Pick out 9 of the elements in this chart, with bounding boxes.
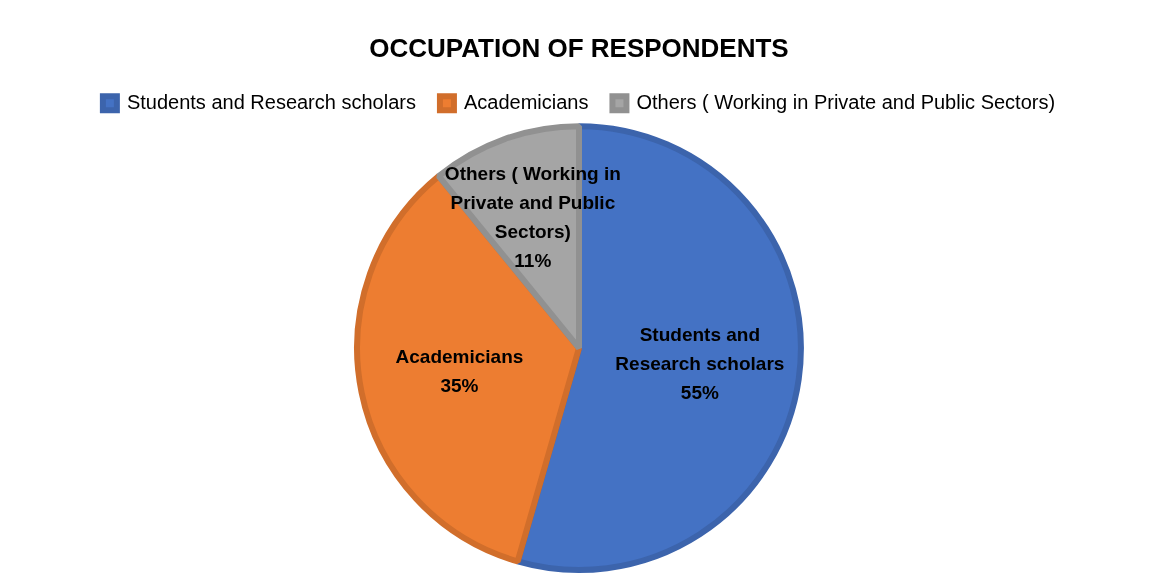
data-label: 55% [680,382,719,404]
legend-label: Students and Research scholars [126,90,416,113]
legend-label: Academicians [463,90,589,113]
chart-title: OCCUPATION OF RESPONDENTS [369,32,789,63]
data-label: 11% [514,250,552,272]
slice-label: Academicians [395,346,524,368]
legend-label: Others ( Working in Private and Public Sectors) [636,90,1056,113]
data-label: 35% [440,375,479,397]
slice-label: Students and Research scholars [615,324,785,375]
